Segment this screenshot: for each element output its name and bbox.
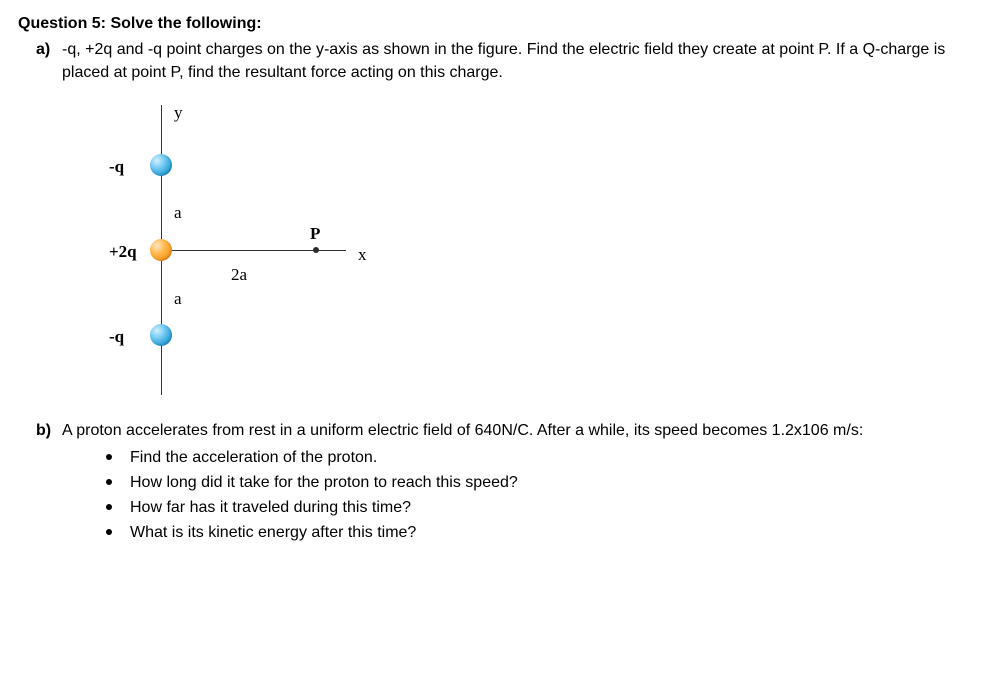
part-b-bullets: Find the acceleration of the proton.How … — [106, 446, 964, 545]
bullet-item-1: How long did it take for the proton to r… — [106, 471, 964, 494]
bullet-text-3: What is its kinetic energy after this ti… — [130, 521, 964, 544]
bullet-dot-icon — [106, 529, 112, 535]
bullet-text-1: How long did it take for the proton to r… — [130, 471, 964, 494]
part-b-label: b) — [36, 419, 62, 442]
bullet-dot-icon — [106, 479, 112, 485]
bullet-item-0: Find the acceleration of the proton. — [106, 446, 964, 469]
part-a-text: -q, +2q and -q point charges on the y-ax… — [62, 38, 964, 84]
axis-label-1: x — [358, 243, 367, 268]
diagram-container: -q +2q -q a a 2a y x P — [66, 95, 964, 405]
axis-label-0: y — [174, 101, 183, 126]
part-b-intro: A proton accelerates from rest in a unif… — [62, 419, 964, 442]
charge-diagram: -q +2q -q a a 2a y x P — [66, 95, 386, 405]
part-a: a) -q, +2q and -q point charges on the y… — [36, 38, 964, 84]
bullet-item-2: How far has it traveled during this time… — [106, 496, 964, 519]
point-p-dot — [313, 247, 319, 253]
question-title: Question 5: Solve the following: — [18, 12, 964, 35]
part-a-label: a) — [36, 38, 62, 61]
spacing-label-1: a — [174, 287, 182, 312]
bullet-dot-icon — [106, 504, 112, 510]
charge-label-1: +2q — [109, 240, 137, 265]
charge-label-0: -q — [109, 155, 124, 180]
charge-label-2: -q — [109, 325, 124, 350]
bullet-item-3: What is its kinetic energy after this ti… — [106, 521, 964, 544]
spacing-label-0: a — [174, 201, 182, 226]
charge-ball-2 — [150, 324, 172, 346]
bullet-dot-icon — [106, 454, 112, 460]
part-b: b) A proton accelerates from rest in a u… — [36, 419, 964, 547]
bullet-text-2: How far has it traveled during this time… — [130, 496, 964, 519]
spacing-label-2: 2a — [231, 263, 247, 288]
charge-ball-0 — [150, 154, 172, 176]
point-p-label: P — [310, 222, 320, 247]
charge-ball-1 — [150, 239, 172, 261]
bullet-text-0: Find the acceleration of the proton. — [130, 446, 964, 469]
